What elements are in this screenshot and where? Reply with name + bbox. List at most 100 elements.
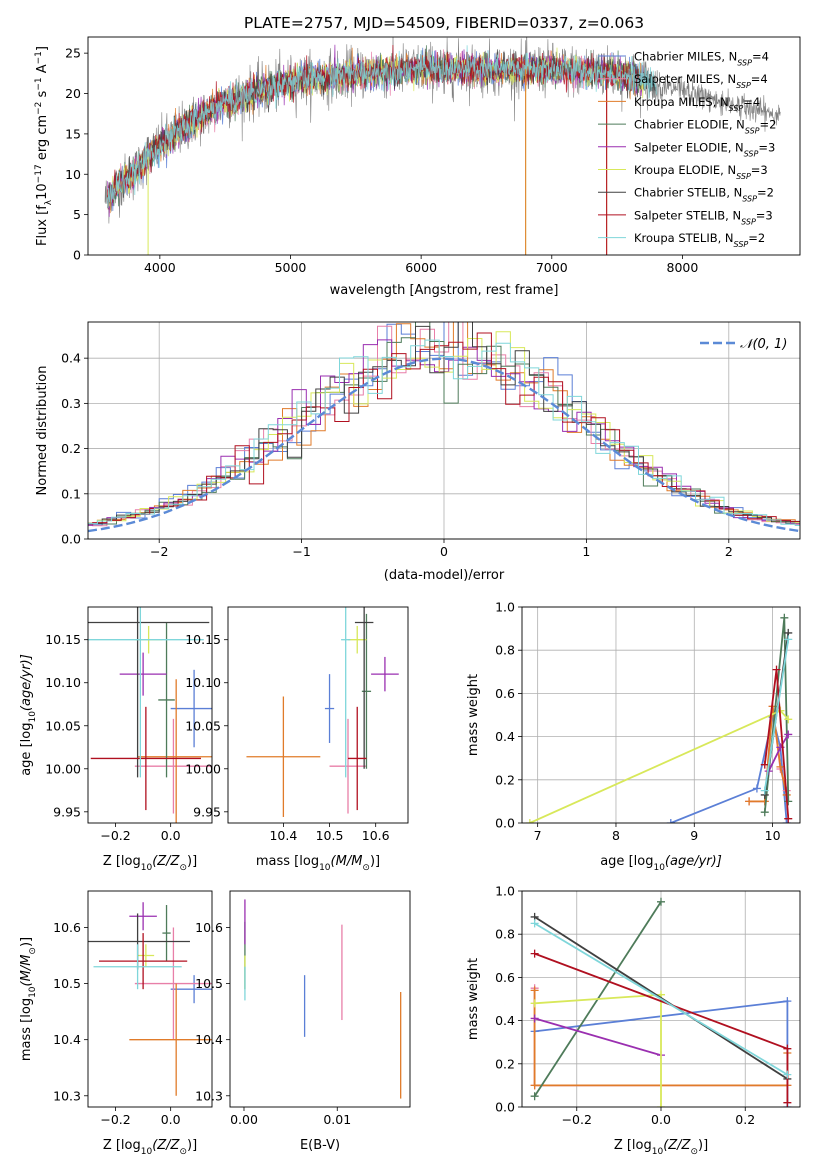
y-tick-label: 10.4	[195, 1032, 223, 1047]
legend-entry-salpeter_elodie: Salpeter ELODIE, NSSP=3	[634, 140, 775, 158]
y-tick-label: 0.4	[61, 351, 81, 366]
y-tick-label: 10.05	[45, 718, 81, 733]
label-part: SSP	[741, 217, 756, 226]
x-tick-label: 10.6	[362, 828, 390, 843]
label-part: =4	[752, 50, 769, 64]
weight-marker-chabrier_elodie	[761, 808, 769, 816]
y-tick-label: 0.8	[495, 927, 515, 942]
label-part: (Z/Z	[663, 1138, 691, 1153]
label-part: ⊙	[179, 1147, 187, 1157]
y-axis-label: mass weight	[466, 674, 481, 756]
weight-marker-salpeter_stelib	[531, 950, 539, 958]
y-tick-label: 10.6	[195, 920, 223, 935]
label-part: =2	[757, 186, 774, 200]
label-part: Kroupa ELODIE, N	[634, 163, 736, 177]
y-tick-label: 10.15	[45, 632, 81, 647]
weight-marker-kroupa_elodie	[531, 999, 539, 1007]
label-part: 10	[141, 1147, 153, 1157]
label-part: =3	[751, 163, 768, 177]
legend-entry-kroupa_miles: Kroupa MILES, NSSP=4	[634, 95, 760, 113]
weight-marker-salpeter_elodie	[531, 1014, 539, 1022]
label-part: Flux [f	[35, 205, 50, 246]
label-part: (M/M	[19, 955, 34, 987]
x-tick-label: 0.2	[735, 1112, 755, 1127]
y-axis-label: Normed distribution	[35, 366, 50, 496]
y-tick-label: 0.4	[495, 1013, 515, 1028]
y-axis-label: Flux [fλ10−17 erg cm−2 s−1 A−1]	[34, 46, 54, 246]
x-axis-label: (data-model)/error	[384, 568, 505, 583]
label-part: Chabrier ELODIE, N	[634, 118, 745, 132]
x-tick-label: 8	[612, 828, 620, 843]
x-tick-label: −0.2	[562, 1112, 592, 1127]
x-axis-label: E(B-V)	[300, 1138, 340, 1153]
y-tick-label: 10.3	[53, 1088, 81, 1103]
label-part: ⊙	[362, 863, 370, 873]
x-tick-label: 9	[690, 828, 698, 843]
label-part: Salpeter MILES, N	[634, 72, 736, 86]
plot-area	[60, 306, 819, 532]
legend-entry-normal: 𝒩(0, 1)	[740, 337, 787, 352]
label-part: s	[35, 90, 50, 101]
label-part: )]	[19, 937, 34, 947]
label-part: SSP	[742, 194, 757, 203]
x-tick-label: 0.00	[230, 1112, 258, 1127]
label-part: −2	[34, 102, 44, 115]
label-part: =3	[756, 208, 773, 222]
y-tick-label: 0.8	[495, 643, 515, 658]
y-axis-label: age [log10(age/yr)]	[19, 654, 38, 776]
y-tick-label: 0.0	[61, 532, 81, 547]
label-part: )]	[370, 854, 380, 869]
chart-title: PLATE=2757, MJD=54509, FIBERID=0337, z=0…	[244, 14, 644, 32]
label-part: mass [log	[256, 854, 319, 869]
label-part: )]	[187, 854, 197, 869]
y-axis-label: mass weight	[466, 958, 481, 1040]
x-tick-label: 7	[534, 828, 542, 843]
label-part: −1	[34, 51, 44, 64]
y-tick-label: 5	[73, 207, 81, 222]
weight-marker-salpeter_elodie	[784, 730, 792, 738]
y-tick-label: 9.95	[53, 804, 81, 819]
label-part: SSP	[744, 149, 759, 158]
legend-entry-chabrier_elodie: Chabrier ELODIE, NSSP=2	[634, 118, 776, 136]
label-part: SSP	[736, 81, 751, 90]
y-tick-label: 10.4	[53, 1032, 81, 1047]
weight-line-kroupa_elodie	[535, 995, 661, 1107]
y-tick-label: 0.2	[495, 772, 515, 787]
label-part: −17	[34, 164, 44, 183]
weight-marker-salpeter_stelib	[783, 1099, 791, 1107]
label-part: age [log	[600, 854, 653, 869]
label-part: mass [log	[19, 998, 34, 1061]
y-tick-label: 10.00	[185, 761, 221, 776]
label-part: 10	[652, 1147, 664, 1157]
label-part: Kroupa STELIB, N	[634, 231, 734, 245]
plot-area	[66, 468, 218, 835]
label-part: Salpeter STELIB, N	[634, 208, 741, 222]
x-tick-label: −1	[292, 544, 310, 559]
x-tick-label: 7000	[536, 260, 568, 275]
x-tick-label: 0.01	[323, 1112, 351, 1127]
label-part: Z [log	[103, 854, 141, 869]
y-tick-label: 10	[65, 167, 81, 182]
label-part: SSP	[734, 240, 749, 249]
x-tick-label: −2	[150, 544, 168, 559]
x-tick-label: 0	[440, 544, 448, 559]
x-tick-label: −0.2	[100, 828, 130, 843]
x-axis-label: Z [log10(Z/Z⊙)]	[614, 1138, 708, 1157]
x-tick-label: −0.2	[100, 1112, 130, 1127]
label-part: erg cm	[35, 115, 50, 164]
label-part: age [log	[19, 723, 34, 776]
y-tick-label: 0.0	[495, 1100, 515, 1115]
y-tick-label: 10.6	[53, 920, 81, 935]
axes-frame	[230, 891, 410, 1107]
x-tick-label: 0.0	[161, 1112, 181, 1127]
y-tick-label: 10.10	[185, 675, 221, 690]
y-tick-label: 0.4	[495, 729, 515, 744]
x-axis-label: Z [log10(Z/Z⊙)]	[103, 1138, 197, 1157]
y-tick-label: 10.5	[53, 976, 81, 991]
label-part: SSP	[745, 126, 760, 135]
